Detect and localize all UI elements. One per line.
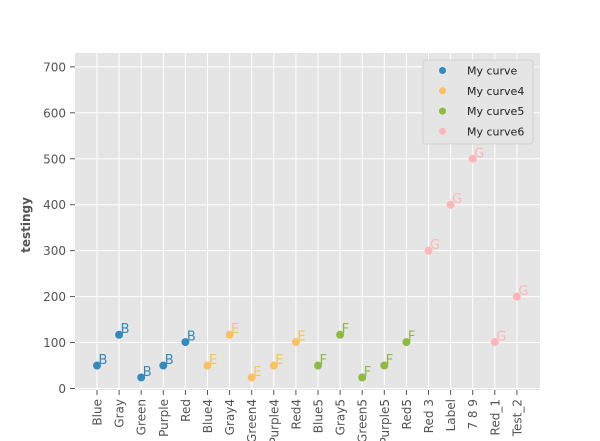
x-tick-label: Green — [135, 399, 149, 435]
y-tick-label: 100 — [43, 336, 66, 350]
x-tick-label: Purple — [157, 399, 171, 437]
data-point — [468, 154, 477, 163]
x-tick-label: Purple5 — [378, 399, 392, 441]
legend-marker — [439, 87, 446, 95]
data-point — [490, 338, 499, 347]
y-tick-label: 200 — [43, 290, 66, 304]
data-point-label: F — [320, 353, 327, 368]
legend: My curve My curve4 My curve5 My curve6 — [422, 59, 534, 145]
x-tick-label: Red_1 — [488, 399, 502, 435]
data-point-label: E — [297, 330, 305, 345]
x-tick-label: Red — [179, 399, 193, 422]
data-point-label: E — [231, 322, 239, 337]
data-point — [115, 330, 124, 339]
y-tick-label: 500 — [43, 152, 66, 166]
x-tick-label: Green4 — [245, 399, 259, 441]
data-point — [512, 292, 521, 301]
y-axis: 0 100 200 300 400 500 600 700 — [43, 60, 75, 396]
data-point-label: G — [474, 146, 484, 161]
data-point — [137, 373, 146, 382]
data-point — [203, 361, 212, 370]
legend-box — [422, 59, 534, 145]
data-point — [424, 246, 433, 255]
x-tick-label: Red4 — [289, 399, 303, 429]
data-point-label: F — [364, 365, 371, 380]
legend-entry: My curve4 — [467, 85, 524, 98]
x-tick-label: Blue5 — [312, 399, 326, 433]
data-point-label: F — [386, 353, 393, 368]
x-tick-label: 7 8 9 — [466, 399, 480, 430]
data-point — [159, 361, 168, 370]
y-axis-label: testingy — [19, 197, 33, 253]
y-tick-label: 0 — [58, 382, 66, 396]
data-point-label: G — [452, 192, 462, 207]
data-point-label: B — [187, 330, 196, 345]
x-tick-label: Blue4 — [201, 399, 215, 433]
y-tick-label: 600 — [43, 106, 66, 120]
data-point-label: G — [518, 284, 528, 299]
data-point — [225, 330, 234, 339]
legend-entry: My curve5 — [467, 105, 524, 118]
data-point — [93, 361, 101, 370]
x-tick-label: Gray — [113, 399, 127, 428]
data-point — [269, 361, 278, 370]
x-tick-label: Red 3 — [422, 399, 436, 433]
data-point-label: F — [342, 322, 349, 337]
y-tick-label: 400 — [43, 198, 66, 212]
data-point — [314, 361, 322, 370]
legend-entry: My curve — [467, 65, 518, 78]
y-tick-label: 700 — [43, 60, 66, 74]
data-point — [336, 330, 345, 339]
data-point — [358, 373, 367, 382]
data-point — [380, 361, 389, 370]
legend-marker — [439, 67, 446, 74]
x-tick-label: Blue — [91, 399, 105, 426]
y-tick-label: 300 — [43, 244, 66, 258]
data-point — [181, 338, 190, 347]
data-point-label: G — [430, 238, 440, 253]
x-tick-label: Red5 — [400, 399, 414, 429]
data-point — [291, 338, 300, 347]
data-point-label: B — [121, 322, 130, 337]
x-tick-label: Green5 — [356, 399, 370, 441]
data-point-label: G — [496, 330, 506, 345]
data-point — [402, 338, 411, 347]
data-point-label: E — [275, 353, 283, 368]
x-tick-label: Gray4 — [223, 399, 237, 435]
data-point-label: E — [209, 353, 217, 368]
data-point — [446, 200, 455, 209]
legend-marker — [439, 127, 446, 135]
data-point-label: B — [165, 353, 174, 368]
x-tick-label: Test_2 — [510, 399, 524, 437]
legend-entry: My curve6 — [467, 125, 524, 138]
data-point-label: E — [253, 365, 261, 380]
data-point — [247, 373, 256, 382]
data-point-label: B — [143, 365, 152, 380]
x-tick-label: Purple4 — [267, 399, 281, 441]
legend-marker — [439, 107, 446, 115]
data-point-label: B — [99, 353, 108, 368]
x-tick-label: Label — [444, 399, 458, 431]
x-tick-label: Gray5 — [334, 399, 348, 435]
data-point-label: F — [408, 330, 415, 345]
x-axis: Blue Gray Green Purple Red Blue4 Gray4 Green4 Pu… — [91, 390, 524, 441]
